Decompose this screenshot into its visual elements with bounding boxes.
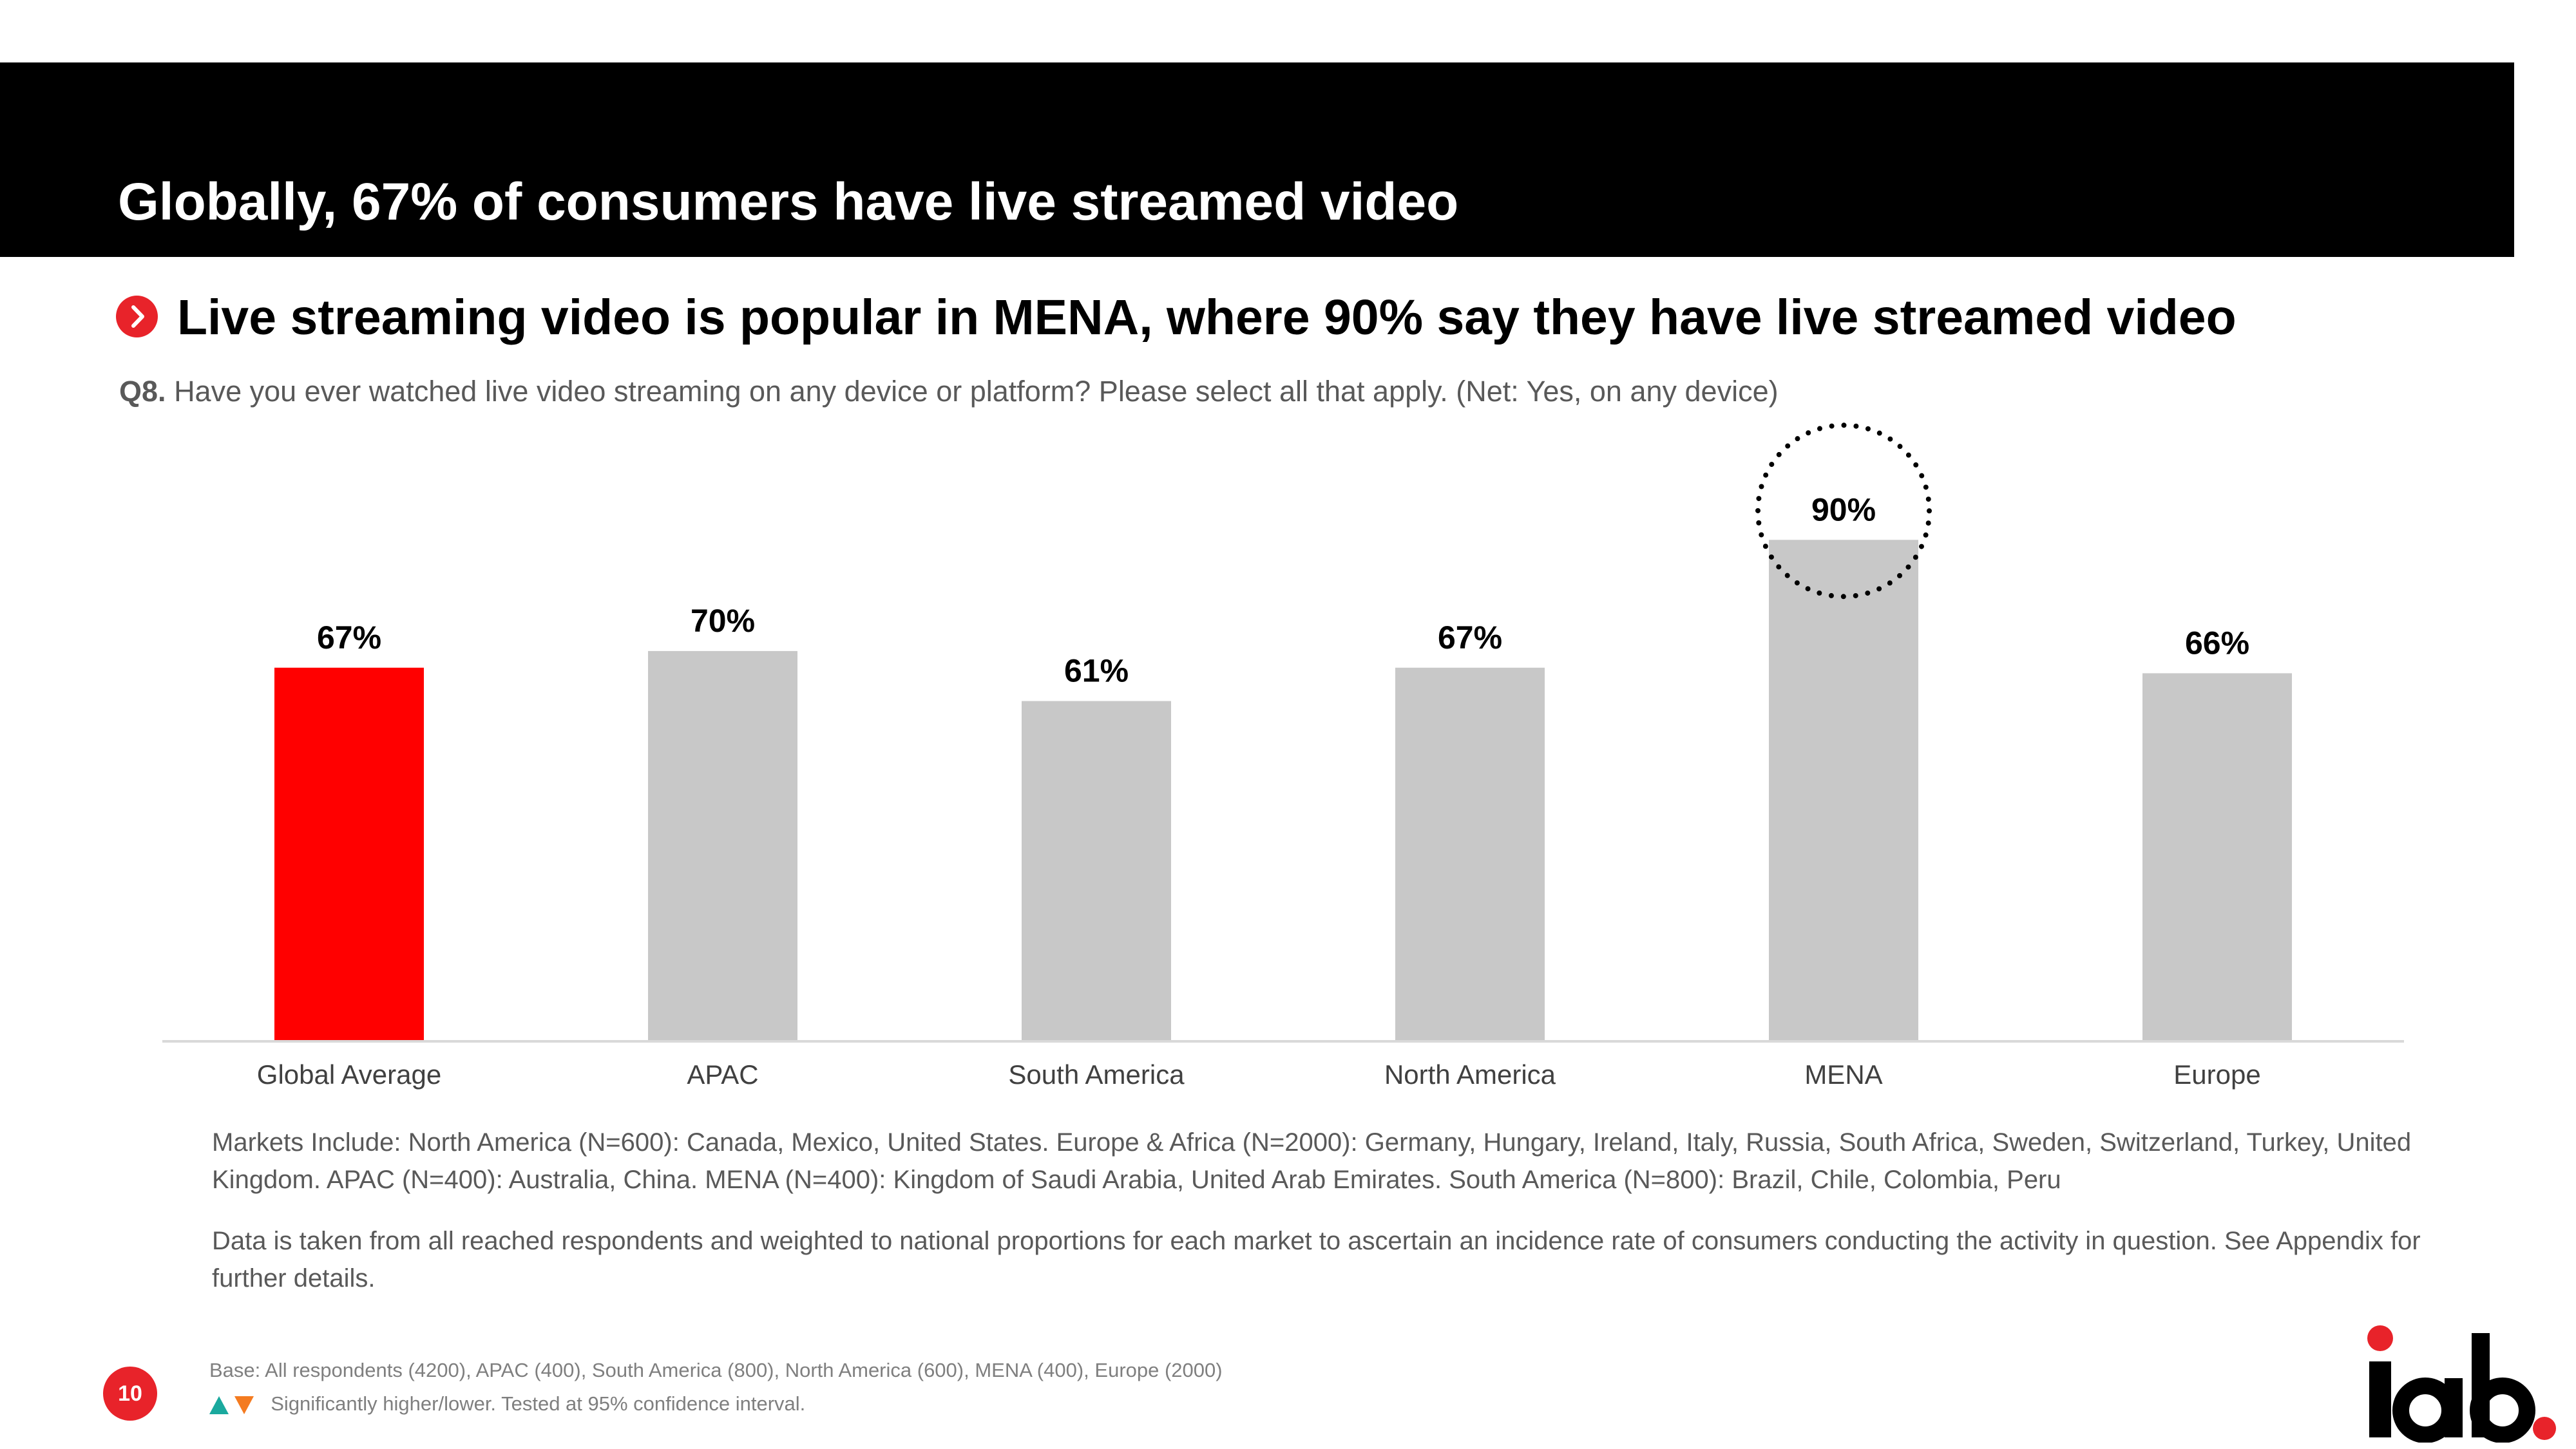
data-label: 61%: [1064, 653, 1129, 689]
triangle-down-icon: [234, 1396, 254, 1414]
bar-chart: 67% 70% 61% 67% 90% 66% Global Average APAC Sou…: [162, 422, 2404, 1090]
highlight-circle: [1755, 422, 1932, 600]
data-label: 90%: [1811, 491, 1876, 527]
category-label: North America: [1384, 1059, 1556, 1090]
data-label: 67%: [317, 620, 381, 656]
survey-question: Q8. Have you ever watched live video str…: [119, 374, 1779, 410]
category-label: MENA: [1804, 1059, 1882, 1090]
bar-north-america: [1395, 667, 1545, 1040]
base-note: Base: All respondents (4200), APAC (400)…: [209, 1359, 1223, 1381]
category-label: South America: [1008, 1059, 1185, 1090]
bar-europe: [2142, 673, 2292, 1040]
slide-title: Globally, 67% of consumers have live str…: [118, 173, 1459, 231]
category-label: Global Average: [257, 1059, 441, 1090]
bar-south-america: [1022, 701, 1171, 1040]
triangle-up-icon: [209, 1396, 229, 1414]
data-label: 70%: [691, 603, 755, 639]
question-text: Have you ever watched live video streami…: [174, 375, 1779, 408]
bar-mena: [1769, 540, 1918, 1040]
header-bar: [0, 62, 2514, 257]
category-label: Europe: [2173, 1059, 2260, 1090]
bar-apac: [648, 650, 797, 1040]
markets-note: Markets Include: North America (N=600): …: [212, 1128, 2412, 1194]
data-label: 67%: [1438, 620, 1502, 656]
data-label: 66%: [2185, 625, 2249, 661]
significance-legend: Significantly higher/lower. Tested at 95…: [209, 1391, 805, 1417]
significance-text: Significantly higher/lower. Tested at 95…: [271, 1392, 806, 1415]
bar-global-average: [274, 667, 424, 1040]
question-number: Q8.: [119, 375, 166, 408]
page-number: 10: [103, 1367, 157, 1421]
methodology-note: Data is taken from all reached responden…: [212, 1227, 2421, 1293]
iab-logo: [2367, 1320, 2561, 1443]
category-label: APAC: [687, 1059, 758, 1090]
slide-subtitle: Live streaming video is popular in MENA,…: [177, 290, 2237, 345]
chevron-right-icon: [116, 296, 158, 337]
